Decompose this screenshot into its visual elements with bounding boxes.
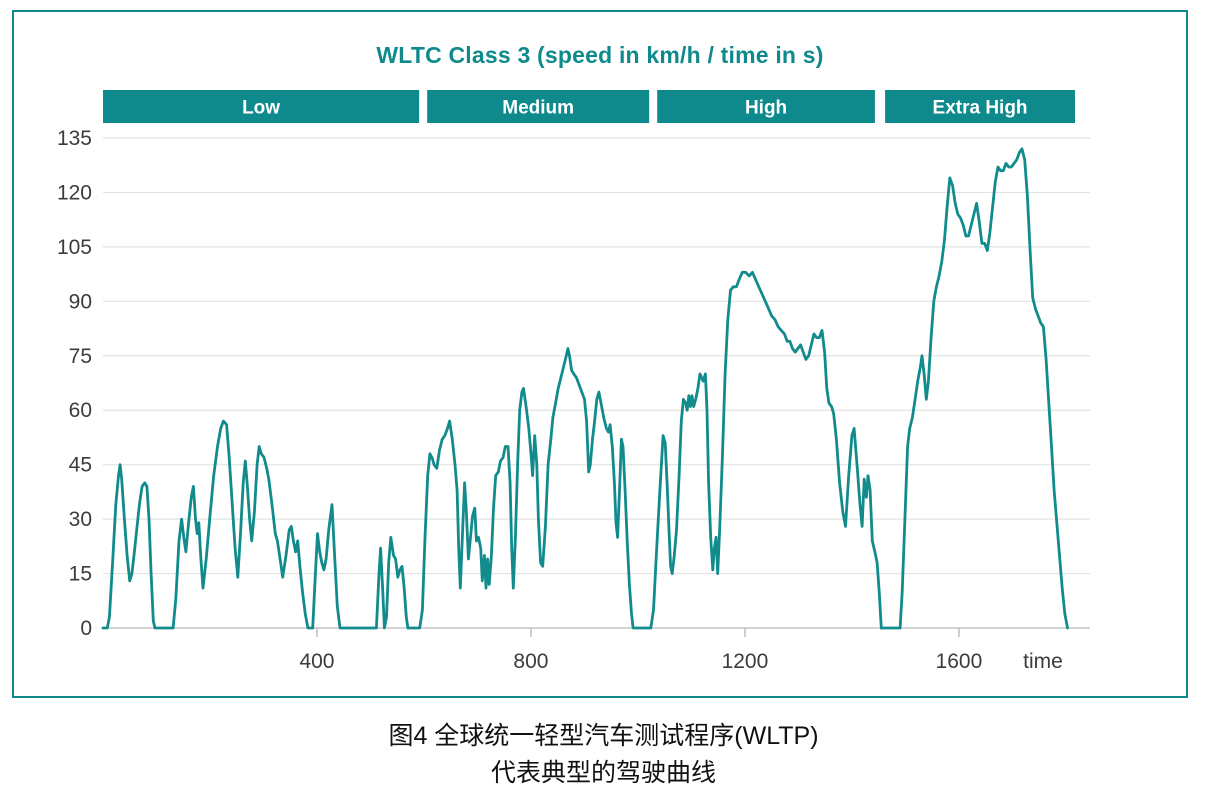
phase-band-label-high: High [745, 98, 787, 119]
y-axis-tick-label: 0 [80, 617, 92, 640]
figure-caption: 图4 全球统一轻型汽车测试程序(WLTP) 代表典型的驾驶曲线 [0, 718, 1207, 792]
y-axis-tick-label: 75 [69, 345, 92, 368]
y-axis-tick-label: 120 [57, 181, 92, 204]
y-axis-tick-label: 15 [69, 563, 92, 586]
speed-trace [101, 147, 1069, 630]
phase-band-label-medium: Medium [502, 98, 574, 119]
caption-line-2: 代表典型的驾驶曲线 [490, 759, 716, 787]
x-axis-tick-label: 1600 [936, 650, 983, 673]
y-axis-tick-label: 30 [69, 508, 92, 531]
phase-band-extra-high [885, 90, 1075, 123]
y-axis-tick-label: 135 [57, 127, 92, 150]
y-axis-tick-label: 45 [69, 454, 92, 477]
phase-band-label-low: Low [242, 98, 280, 119]
phase-band-low [103, 90, 420, 123]
chart-title: WLTC Class 3 (speed in km/h / time in s) [376, 42, 824, 68]
caption-line-1: 图4 全球统一轻型汽车测试程序(WLTP) [388, 722, 819, 750]
phase-band-label-extra-high: Extra High [933, 98, 1028, 119]
phase-band-high [657, 90, 875, 123]
y-axis-tick-label: 90 [69, 290, 92, 313]
x-axis-tick-label: 1200 [722, 650, 769, 673]
x-axis-tick-label: 800 [513, 650, 548, 673]
wltc-chart: 0 15 30 45 60 75 90 105 120 135 400 800 1200 1600 time… [57, 90, 1090, 673]
x-axis-label-time: time [1023, 650, 1063, 673]
figure-frame: WLTC Class 3 (speed in km/h / time in s)… [12, 10, 1188, 698]
y-axis-tick-label: 60 [69, 399, 92, 422]
phase-band-medium [427, 90, 650, 123]
x-axis-tick-label: 400 [299, 650, 334, 673]
y-axis-tick-label: 105 [57, 236, 92, 259]
